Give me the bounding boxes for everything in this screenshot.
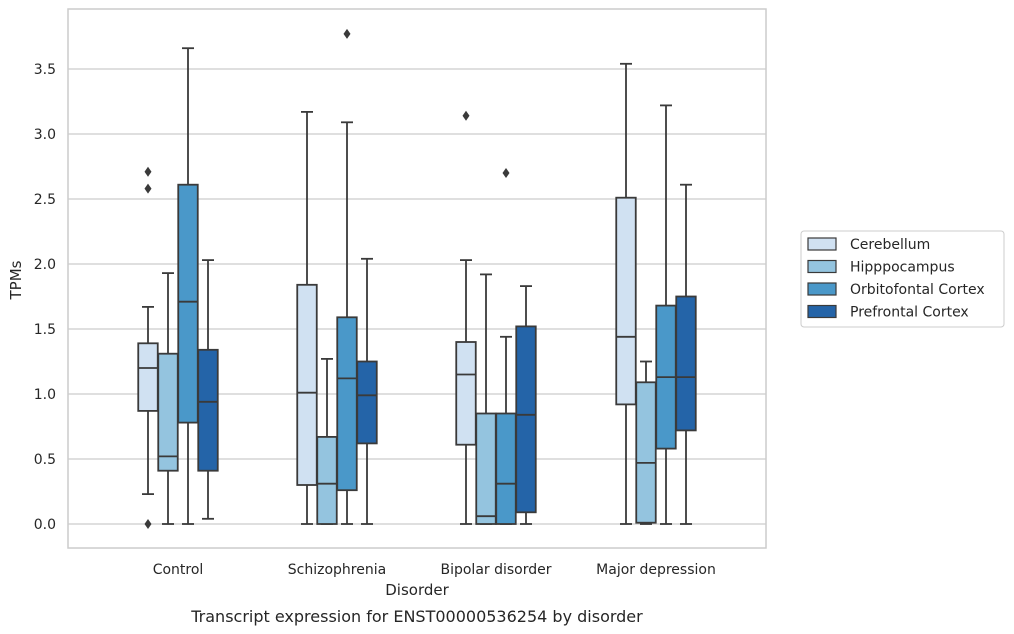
box-iqr <box>475 412 497 525</box>
plot-frame <box>67 8 767 549</box>
box-orbitofontal-cortex <box>655 104 677 525</box>
box-iqr <box>615 196 637 406</box>
x-tick-label: Schizophrenia <box>288 562 386 578</box>
box-iqr <box>336 316 358 492</box>
box-iqr <box>296 283 318 486</box>
box-cerebellum <box>455 110 477 525</box>
box-iqr <box>495 412 517 525</box>
y-tick-label: 0.0 <box>34 517 56 533</box>
legend-label: Hipppocampus <box>850 260 955 276</box>
y-axis-title: TPMs <box>7 260 25 300</box>
legend: Cerebellum Hipppocampus Orbitofontal Corte… <box>800 230 1005 328</box>
y-tick-label: 3.0 <box>34 127 56 143</box>
box-iqr <box>515 325 537 514</box>
legend-swatch <box>807 237 837 251</box>
y-tick-label: 2.5 <box>34 192 56 208</box>
x-axis-title: Disorder <box>385 581 449 599</box>
box-orbitofontal-cortex <box>495 168 517 525</box>
box-orbitofontal-cortex <box>177 47 199 525</box>
box-prefrontal-cortex <box>197 259 219 520</box>
box-iqr <box>455 341 477 446</box>
box-iqr <box>356 360 378 445</box>
box-cerebellum <box>137 166 159 529</box>
y-tick-label: 1.0 <box>34 387 56 403</box>
x-tick-label: Control <box>153 562 204 578</box>
y-tick-label: 1.5 <box>34 322 56 338</box>
outlier-point <box>144 166 152 177</box>
box-iqr <box>316 435 338 525</box>
outlier-point <box>502 168 510 178</box>
legend-label: Orbitofontal Cortex <box>850 282 985 298</box>
box-hipppocampus <box>316 357 338 525</box>
box-plots <box>137 28 697 529</box>
box-iqr <box>675 295 697 432</box>
outlier-point <box>462 110 470 121</box>
x-tick-label: Bipolar disorder <box>440 562 551 578</box>
box-prefrontal-cortex <box>675 183 697 525</box>
box-cerebellum <box>615 62 637 525</box>
outlier-point <box>343 28 351 39</box>
legend-swatch <box>807 304 837 319</box>
legend-swatch <box>807 282 837 296</box>
y-tick-label: 3.5 <box>34 62 56 78</box>
box-iqr <box>635 381 657 524</box>
box-iqr <box>137 342 159 412</box>
outlier-point <box>144 519 152 529</box>
box-hipppocampus <box>157 272 179 525</box>
x-tick-label: Major depression <box>596 562 716 578</box>
x-tick-labels: Control Schizophrenia Bipolar disorder Majo… <box>153 562 716 578</box>
legend-swatch <box>807 259 837 274</box>
y-tick-label: 0.5 <box>34 452 56 468</box>
box-prefrontal-cortex <box>515 285 537 525</box>
legend-frame <box>800 230 1005 328</box>
box-hipppocampus <box>475 273 497 525</box>
legend-label: Prefrontal Cortex <box>850 305 969 321</box>
box-iqr <box>157 352 179 472</box>
box-hipppocampus <box>635 360 657 525</box>
outlier-point <box>144 183 152 194</box>
chart-caption: Transcript expression for ENST0000053625… <box>190 607 643 626</box>
box-iqr <box>197 348 219 472</box>
y-tick-labels: 0.0 0.5 1.0 1.5 2.0 2.5 3.0 3.5 <box>34 62 56 533</box>
box-iqr <box>177 183 199 424</box>
box-orbitofontal-cortex <box>336 28 358 525</box>
y-tick-label: 2.0 <box>34 257 56 273</box>
legend-label: Cerebellum <box>850 237 930 253</box>
box-cerebellum <box>296 111 318 525</box>
box-prefrontal-cortex <box>356 257 378 525</box>
